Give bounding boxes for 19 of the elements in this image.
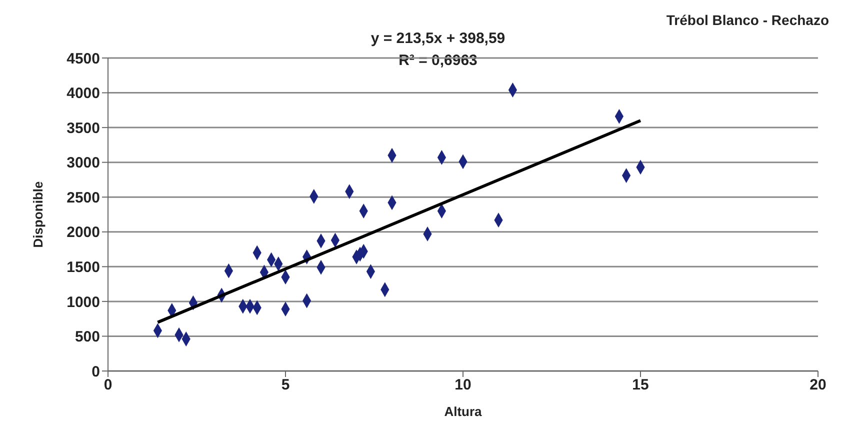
y-tick-label: 3000 [66,154,100,172]
y-tick-label: 0 [92,363,100,380]
y-tick-label: 1500 [66,258,100,276]
y-tick-label: 3500 [66,120,100,137]
y-tick-label: 4000 [66,85,100,102]
x-tick-label: 0 [104,376,112,394]
y-tick-label: 4500 [66,50,100,68]
y-tick-label: 2500 [66,189,100,206]
y-axis-title: Disponible [30,181,46,248]
text: y = 213,5x + 398,59 [370,30,506,47]
x-axis-title: Altura [444,404,483,419]
x-tick-label: 15 [632,376,649,394]
chart-title: Trébol Blanco - Rechazo [666,12,829,28]
x-tick-label: 5 [281,376,290,394]
y-tick-label: 1000 [66,294,100,311]
y-tick-label: 2000 [66,224,100,242]
x-tick-label: 10 [454,376,472,394]
y-tick-label: 500 [74,328,100,346]
x-tick-label: 20 [810,376,826,394]
